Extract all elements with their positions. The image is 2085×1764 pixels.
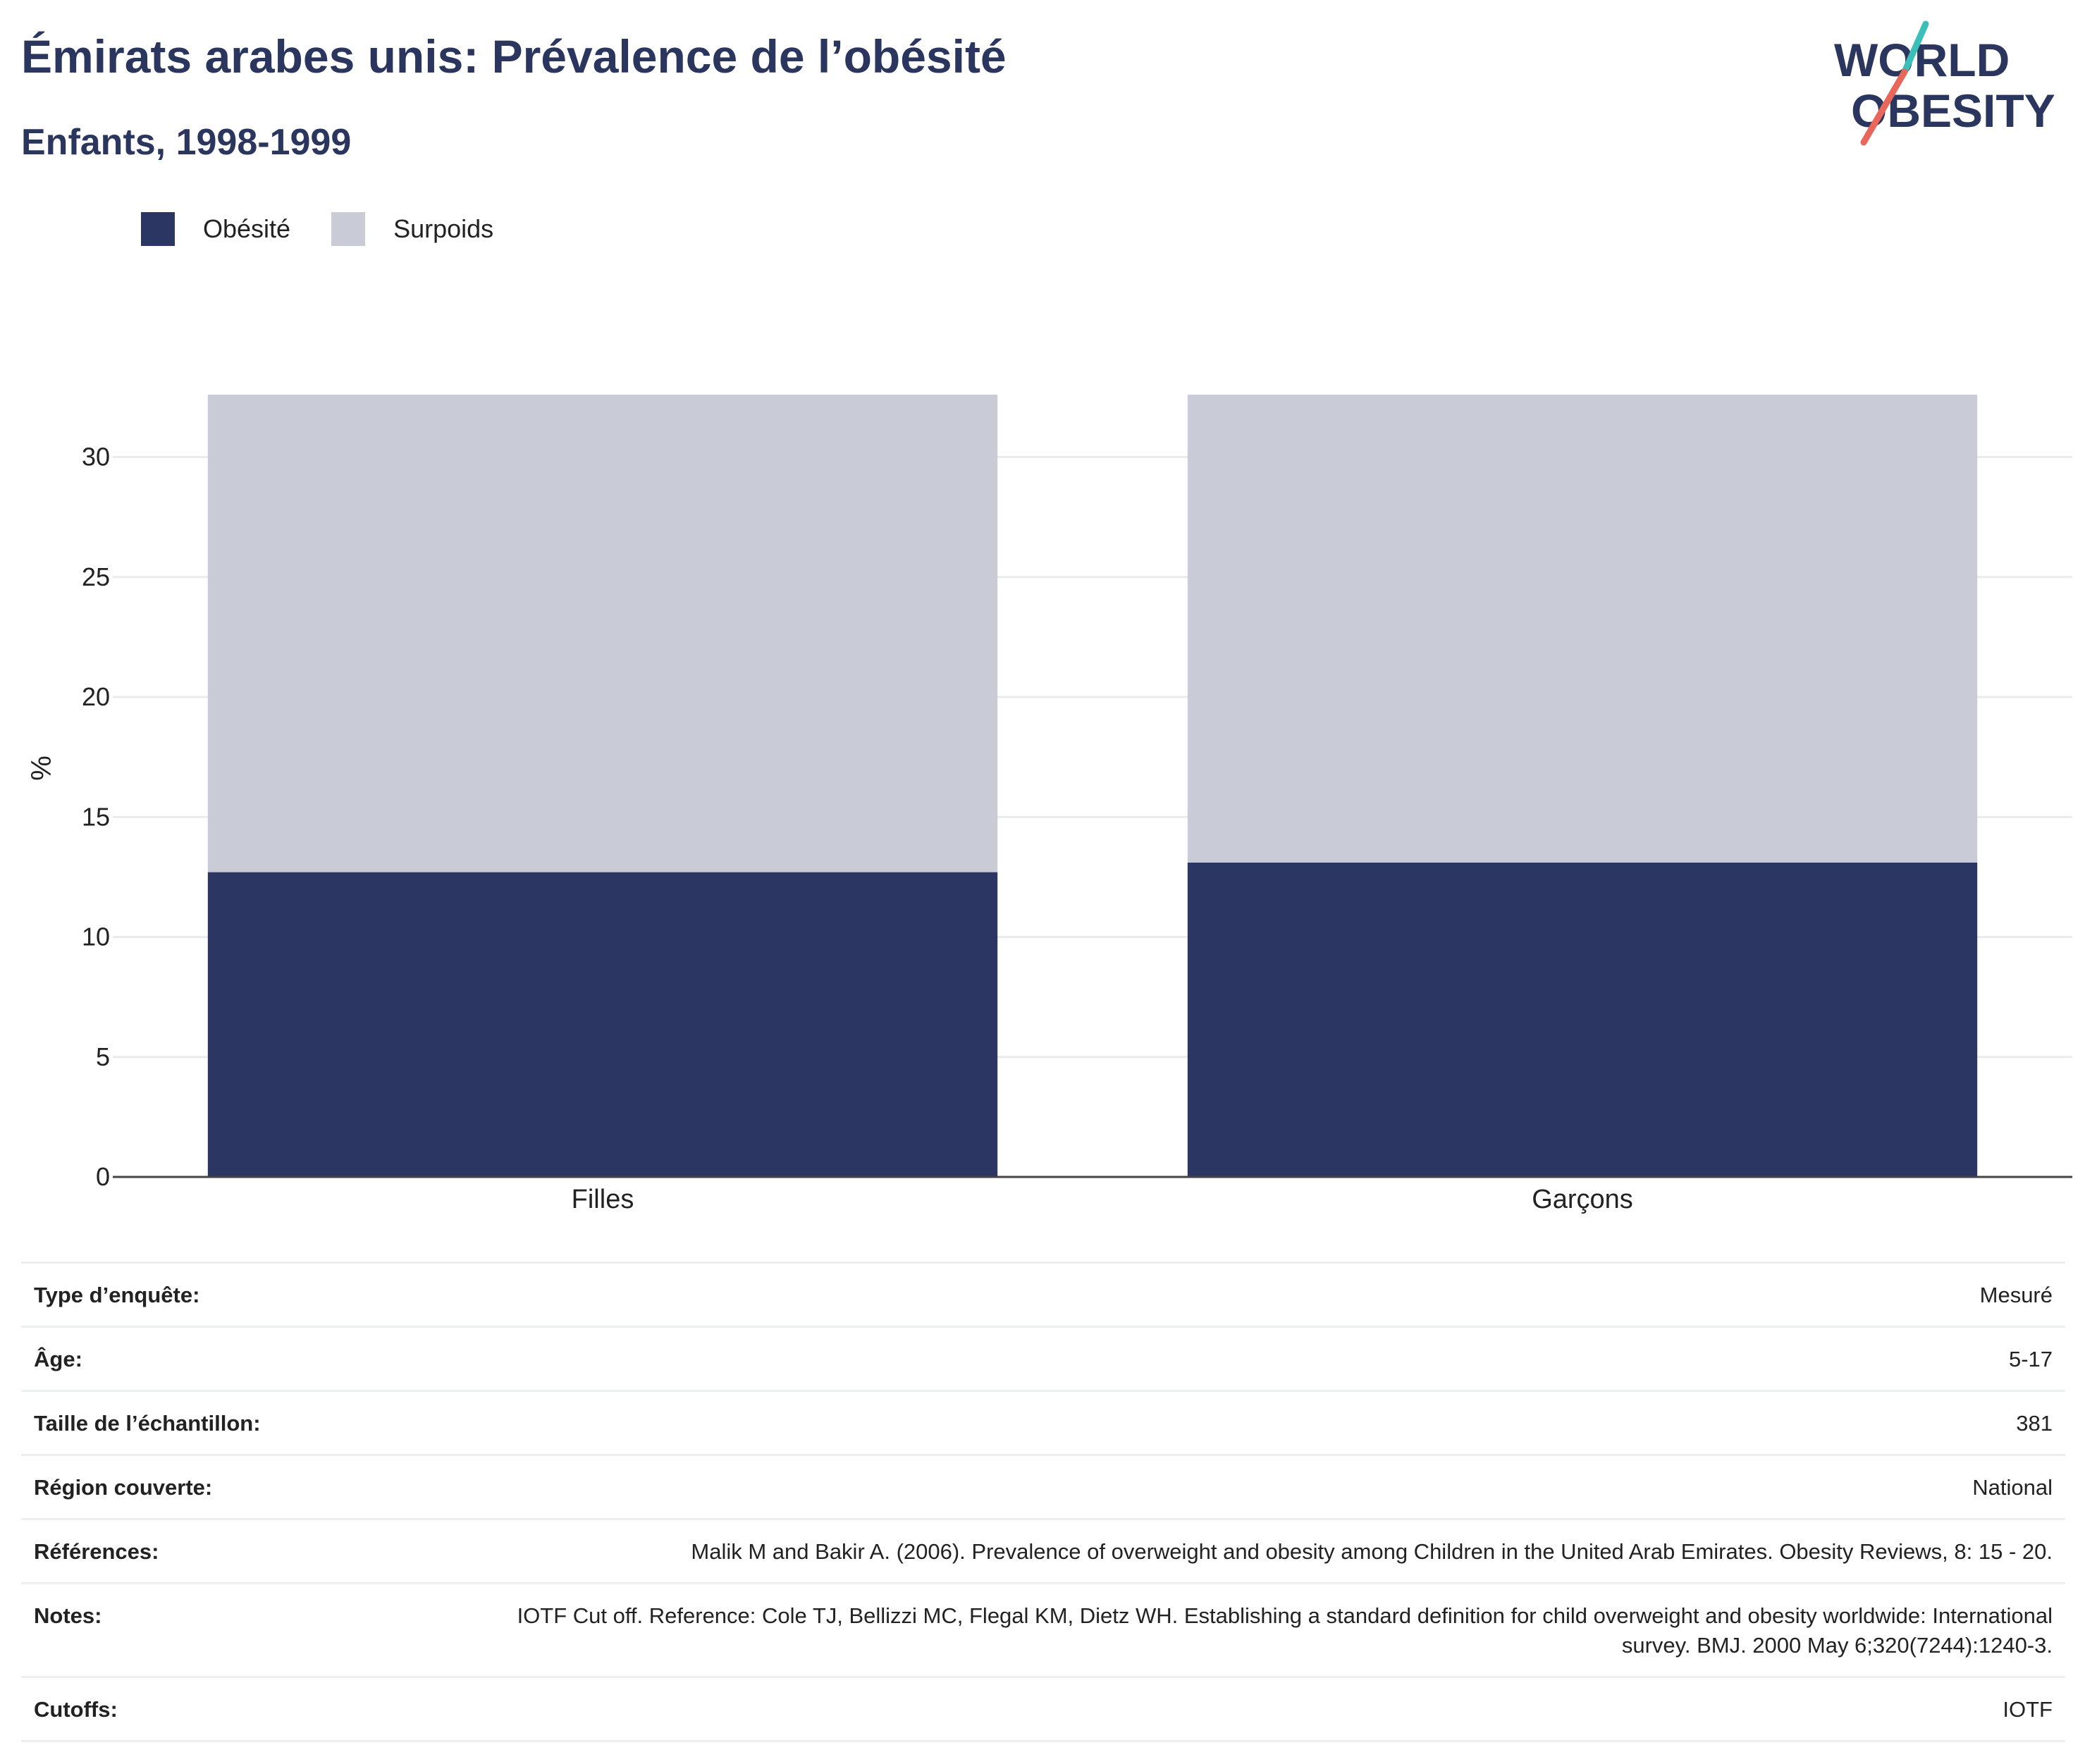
y-tick-label: 15 — [82, 802, 110, 831]
details-value: Malik M and Bakir A. (2006). Prevalence … — [441, 1518, 2065, 1584]
chart-title: Émirats arabes unis: Prévalence de l’obé… — [21, 30, 1007, 82]
bar-overweight-1[interactable] — [1187, 395, 1978, 863]
bar-obesity-1[interactable] — [1187, 862, 1978, 1177]
survey-details-table: Type d’enquête: Mesuré Âge: 5-17 Taille de l… — [21, 1262, 2065, 1742]
y-tick-label: 25 — [82, 562, 110, 591]
legend-swatch-overweight — [331, 212, 366, 246]
bar-chart: 0 5 10 15 20 25 30 Filles Garçons % — [26, 395, 2072, 1214]
legend-label-obesity: Obésité — [203, 214, 291, 243]
details-key: Cutoffs: — [21, 1676, 441, 1742]
details-row: Cutoffs: IOTF — [21, 1676, 2065, 1742]
details-value: 5-17 — [441, 1326, 2065, 1391]
legend-label-overweight: Surpoids — [393, 214, 494, 243]
details-value: Mesuré — [441, 1262, 2065, 1327]
bar-obesity-0[interactable] — [207, 872, 998, 1177]
details-key: Taille de l’échantillon: — [21, 1390, 441, 1455]
logo-slash-coral — [1860, 68, 1908, 146]
details-row: Notes: IOTF Cut off. Reference: Cole TJ, … — [21, 1582, 2065, 1677]
legend-item-obesity[interactable]: Obésité — [141, 212, 290, 246]
logo-line1: WORLD — [1834, 34, 2010, 86]
x-tick-label: Garçons — [1532, 1185, 1633, 1214]
y-axis-ticks: 0 5 10 15 20 25 30 — [82, 443, 110, 1191]
details-key: Notes: — [21, 1582, 441, 1677]
chart-subtitle: Enfants, 1998-1999 — [21, 122, 352, 163]
y-axis-label: % — [26, 755, 57, 781]
legend: Obésité Surpoids — [141, 208, 534, 250]
legend-swatch-obesity — [141, 212, 175, 246]
y-tick-label: 10 — [82, 923, 110, 951]
details-key: Références: — [21, 1518, 441, 1584]
details-value: IOTF Cut off. Reference: Cole TJ, Belliz… — [441, 1582, 2065, 1677]
details-row: Âge: 5-17 — [21, 1326, 2065, 1391]
details-value: IOTF — [441, 1676, 2065, 1742]
x-tick-label: Filles — [572, 1185, 634, 1214]
x-axis-ticks: Filles Garçons — [572, 1185, 1633, 1214]
world-obesity-logo: WORLD OBESITY — [1834, 20, 2055, 146]
y-tick-label: 5 — [96, 1042, 110, 1071]
bars — [207, 395, 1978, 1177]
details-row: Références: Malik M and Bakir A. (2006). … — [21, 1518, 2065, 1584]
bar-overweight-0[interactable] — [207, 395, 998, 872]
details-row: Région couverte: National — [21, 1454, 2065, 1519]
details-row: Taille de l’échantillon: 381 — [21, 1390, 2065, 1455]
details-value: National — [441, 1454, 2065, 1519]
logo-slash-teal — [1901, 20, 1929, 75]
legend-item-overweight[interactable]: Surpoids — [331, 212, 493, 246]
details-key: Type d’enquête: — [21, 1262, 441, 1327]
details-key: Région couverte: — [21, 1454, 441, 1519]
y-tick-label: 30 — [82, 443, 110, 471]
details-value: 381 — [441, 1390, 2065, 1455]
y-tick-label: 20 — [82, 682, 110, 711]
y-tick-label: 0 — [96, 1162, 110, 1191]
details-row: Type d’enquête: Mesuré — [21, 1262, 2065, 1327]
details-key: Âge: — [21, 1326, 441, 1391]
